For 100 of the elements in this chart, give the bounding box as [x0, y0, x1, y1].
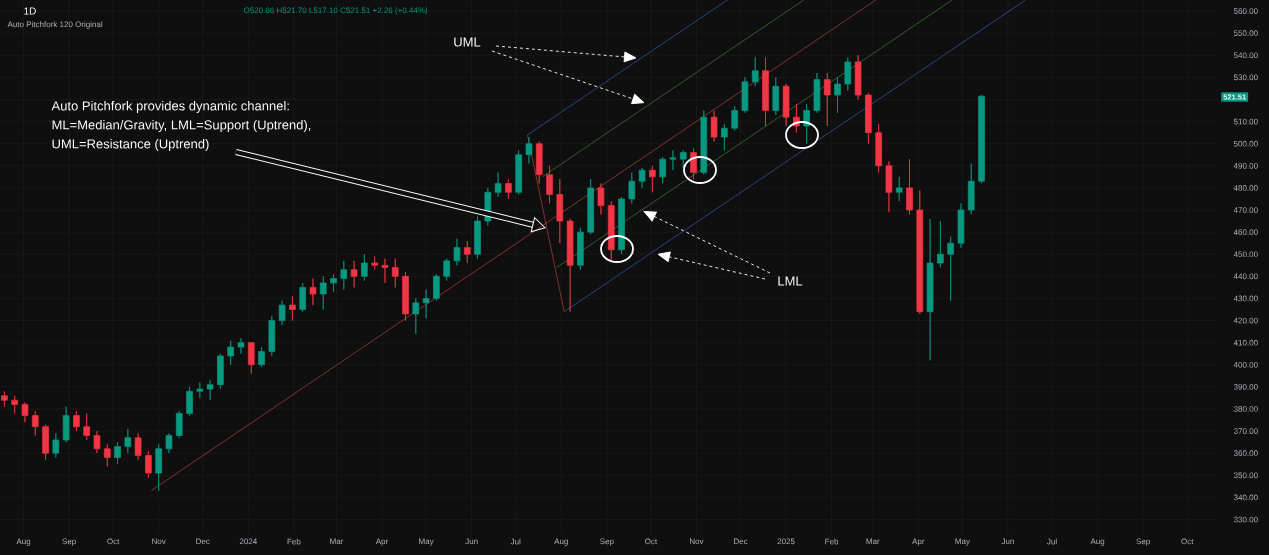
candlestick: [741, 77, 749, 114]
candlestick: [546, 165, 553, 204]
y-tick-label: 550.00: [1233, 30, 1258, 36]
y-tick-label: 400.00: [1233, 361, 1258, 368]
candlestick: [145, 450, 152, 478]
x-tick-label: 2025: [777, 538, 795, 545]
candlestick: [823, 72, 831, 127]
candlestick: [844, 57, 852, 91]
y-tick-label: 530.00: [1233, 74, 1258, 81]
candlestick: [31, 410, 39, 436]
candlestick: [165, 432, 173, 454]
candlestick: [453, 238, 461, 266]
y-tick-label: 420.00: [1233, 317, 1258, 324]
x-tick-label: Sep: [1136, 538, 1150, 546]
candlestick: [237, 337, 245, 355]
candlestick: [865, 92, 872, 145]
x-tick-label: Dec: [734, 538, 748, 545]
candlestick: [525, 136, 533, 164]
annotation: Auto Pitchfork 120 Original: [7, 21, 103, 29]
candlestick: [967, 163, 975, 215]
candlestick: [494, 172, 502, 198]
candlestick: [690, 147, 697, 180]
candlestick: [505, 178, 512, 200]
x-tick-label: Oct: [107, 538, 120, 545]
candlestick: [443, 258, 450, 282]
y-tick-label: 450.00: [1233, 251, 1258, 258]
candlestick: [700, 110, 708, 175]
candlestick: [607, 200, 615, 262]
candlestick: [463, 240, 471, 264]
candlestick: [52, 432, 60, 458]
candlestick: [649, 165, 656, 193]
x-tick-label: Apr: [912, 538, 925, 546]
x-tick-label: Oct: [645, 538, 658, 545]
y-tick-label: 380.00: [1233, 406, 1258, 412]
candlestick: [1, 390, 8, 408]
y-tick-label: 410.00: [1233, 339, 1258, 346]
x-tick-label: Sep: [600, 538, 614, 546]
candlestick: [247, 342, 255, 374]
candlestick: [947, 236, 954, 302]
x-tick-label: Apr: [375, 538, 389, 546]
candlestick: [669, 149, 677, 171]
annotation: UML=Resistance (Uptrend): [52, 138, 209, 152]
candlestick: [813, 72, 821, 114]
candlestick: [937, 220, 944, 268]
candlestick: [114, 441, 121, 465]
annotation: LML: [778, 276, 803, 286]
candlestick: [556, 178, 564, 244]
candlestick: [854, 54, 862, 100]
y-tick-label: 340.00: [1233, 494, 1258, 501]
candlestick: [206, 379, 214, 401]
candlestick: [402, 271, 409, 321]
x-tick-label: Jul: [510, 538, 521, 545]
y-tick-label: 330.00: [1233, 516, 1258, 523]
candlestick: [772, 77, 780, 116]
x-tick-label: Nov: [690, 538, 704, 545]
candlestick: [751, 57, 759, 87]
candlestick: [885, 161, 893, 213]
x-tick-label: Dec: [196, 538, 210, 545]
candlestick: [21, 402, 29, 423]
candlestick: [319, 275, 327, 310]
candlestick: [196, 382, 204, 399]
x-tick-label: Mar: [330, 538, 344, 545]
candlestick: [978, 94, 985, 184]
x-tick-label: Sep: [62, 538, 76, 546]
y-tick-label: 350.00: [1233, 472, 1258, 479]
candlestick: [11, 395, 18, 414]
candlestick: [638, 167, 646, 189]
x-tick-label: Aug: [16, 538, 31, 546]
candlestick: [268, 315, 276, 357]
candlestick: [217, 353, 224, 390]
candlestick: [834, 77, 841, 114]
candlestick: [782, 83, 790, 127]
annotation: Auto Pitchfork provides dynamic channel:: [51, 100, 289, 114]
candlestick: [628, 172, 636, 204]
annotation: ML=Median/Gravity, LML=Support (Uptrend),: [52, 119, 311, 133]
x-tick-label: Feb: [287, 538, 301, 545]
candlestick: [299, 282, 306, 313]
candlestick: [762, 57, 769, 127]
candlestick: [134, 432, 142, 461]
candlestick: [433, 273, 440, 302]
candlestick: [42, 424, 49, 461]
candlestick: [515, 149, 522, 195]
candlestick: [926, 218, 934, 361]
x-tick-label: May: [419, 538, 434, 546]
y-tick-label: 360.00: [1233, 450, 1258, 457]
x-tick-label: Jun: [465, 538, 478, 545]
candlestick: [73, 410, 80, 432]
x-tick-label: 2024: [239, 538, 257, 545]
candlestick: [731, 105, 738, 131]
candlestick: [278, 300, 286, 326]
candlestick: [391, 258, 399, 288]
x-tick-label: Jul: [1047, 538, 1057, 545]
candlestick: [679, 149, 687, 169]
annotation: UML: [454, 37, 481, 47]
y-tick-label: 460.00: [1233, 229, 1258, 235]
y-tick-label: 430.00: [1233, 295, 1258, 302]
y-tick-label: 490.00: [1233, 162, 1258, 169]
candlestick: [381, 258, 389, 284]
x-tick-label: Feb: [825, 538, 839, 545]
candlestick: [906, 158, 913, 215]
